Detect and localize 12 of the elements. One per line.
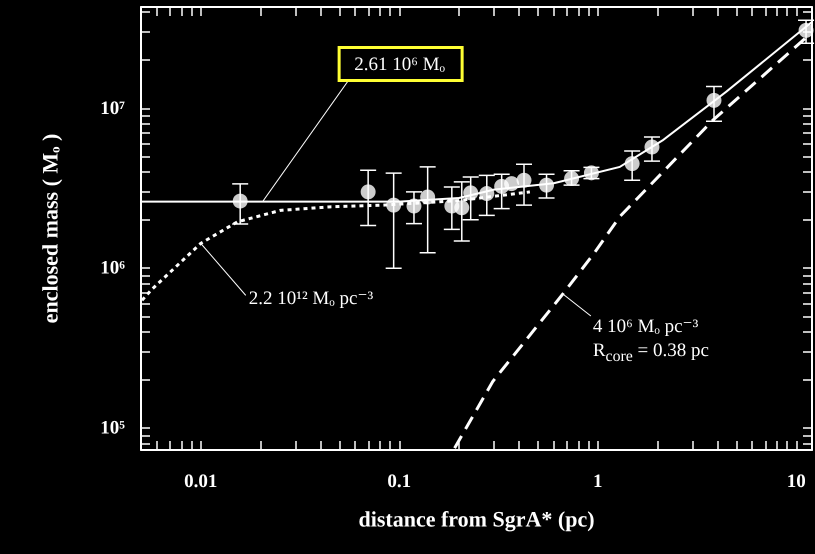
x-tick-label: 0.01 xyxy=(184,471,218,492)
annotation: 2.61 10⁶ Mₒ xyxy=(337,46,464,82)
x-tick-label: 0.1 xyxy=(387,471,412,492)
x-tick-label: 10 xyxy=(786,471,806,492)
y-axis-title: enclosed mass ( Mₒ ) xyxy=(38,134,62,324)
x-tick-label: 1 xyxy=(593,471,603,492)
x-axis-title: distance from SgrA* (pc) xyxy=(358,506,595,532)
y-tick-label: 10⁵ xyxy=(100,418,126,439)
annotation: 2.2 10¹² Mₒ pc⁻³ xyxy=(248,287,374,312)
annotation: 4 10⁶ Mₒ pc⁻³ R$_{core}$ = 0.38 pc xyxy=(592,314,709,367)
y-tick-label: 10⁶ xyxy=(100,258,126,279)
y-tick-label: 10⁷ xyxy=(100,98,126,119)
